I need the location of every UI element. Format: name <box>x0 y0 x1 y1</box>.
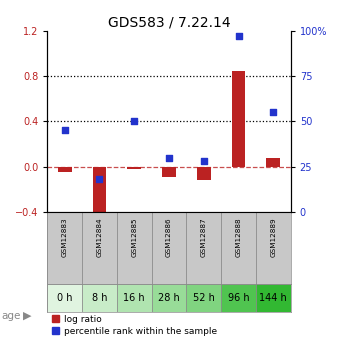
Bar <box>186 284 221 312</box>
Point <box>97 177 102 182</box>
Bar <box>162 167 176 177</box>
Text: 144 h: 144 h <box>260 293 287 303</box>
Text: 16 h: 16 h <box>123 293 145 303</box>
Bar <box>197 167 211 180</box>
Text: GSM12886: GSM12886 <box>166 218 172 257</box>
Bar <box>152 284 186 312</box>
Bar <box>232 71 245 167</box>
Text: GSM12883: GSM12883 <box>62 218 68 257</box>
Point <box>271 110 276 115</box>
Bar <box>117 284 152 312</box>
Text: GSM12884: GSM12884 <box>96 218 102 257</box>
Bar <box>93 167 106 214</box>
Text: GSM12885: GSM12885 <box>131 218 137 257</box>
Bar <box>58 167 72 172</box>
Bar <box>47 212 82 284</box>
Text: ▶: ▶ <box>23 311 31 321</box>
Bar <box>47 284 82 312</box>
Text: 8 h: 8 h <box>92 293 107 303</box>
Text: GSM12887: GSM12887 <box>201 218 207 257</box>
Bar <box>266 158 280 167</box>
Text: 28 h: 28 h <box>158 293 180 303</box>
Point <box>166 155 172 160</box>
Text: GSM12888: GSM12888 <box>236 218 242 257</box>
Point <box>201 158 207 164</box>
Bar <box>221 284 256 312</box>
Bar <box>221 212 256 284</box>
Text: GDS583 / 7.22.14: GDS583 / 7.22.14 <box>108 16 230 30</box>
Bar <box>186 212 221 284</box>
Text: age: age <box>2 311 21 321</box>
Bar <box>127 167 141 169</box>
Text: 96 h: 96 h <box>228 293 249 303</box>
Point <box>131 119 137 124</box>
Bar <box>256 212 291 284</box>
Legend: log ratio, percentile rank within the sample: log ratio, percentile rank within the sa… <box>52 315 217 336</box>
Text: GSM12889: GSM12889 <box>270 218 276 257</box>
Point <box>62 128 67 133</box>
Text: 0 h: 0 h <box>57 293 72 303</box>
Bar <box>256 284 291 312</box>
Bar <box>152 212 186 284</box>
Point <box>236 34 241 39</box>
Bar <box>82 212 117 284</box>
Bar <box>117 212 152 284</box>
Text: 52 h: 52 h <box>193 293 215 303</box>
Bar <box>82 284 117 312</box>
